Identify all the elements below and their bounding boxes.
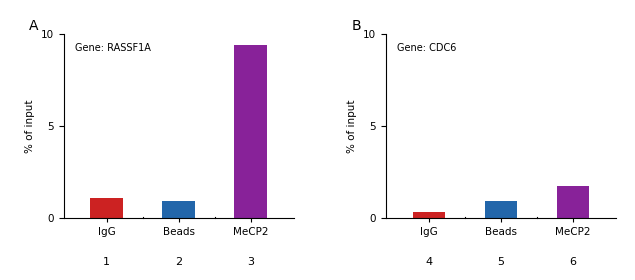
- Bar: [163, 201, 195, 218]
- Text: Gene: RASSF1A: Gene: RASSF1A: [75, 43, 151, 53]
- Bar: [90, 198, 123, 218]
- Text: 5: 5: [497, 257, 504, 267]
- Text: A: A: [29, 19, 39, 33]
- Text: 1: 1: [103, 257, 110, 267]
- Text: 6: 6: [570, 257, 577, 267]
- Bar: [234, 45, 267, 218]
- Bar: [413, 212, 445, 218]
- Bar: [557, 186, 589, 218]
- Text: 4: 4: [425, 257, 432, 267]
- Text: Gene: CDC6: Gene: CDC6: [398, 43, 457, 53]
- Y-axis label: % of input: % of input: [25, 99, 35, 153]
- Text: B: B: [351, 19, 361, 33]
- Text: 3: 3: [247, 257, 254, 267]
- Text: 2: 2: [175, 257, 182, 267]
- Bar: [485, 201, 517, 218]
- Y-axis label: % of input: % of input: [347, 99, 358, 153]
